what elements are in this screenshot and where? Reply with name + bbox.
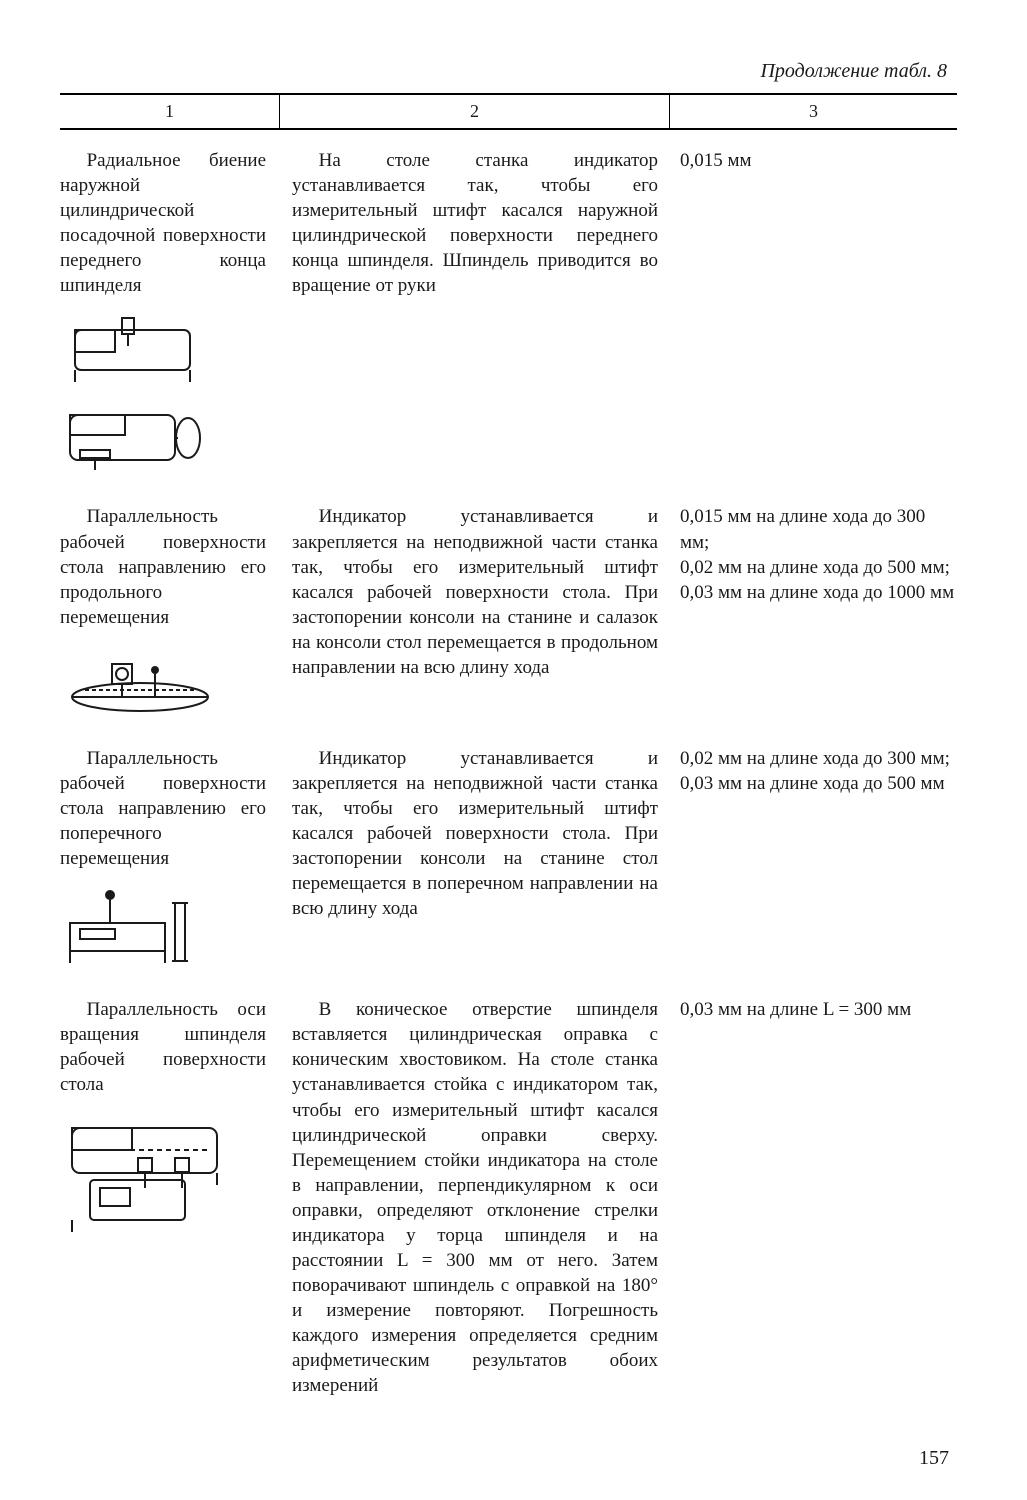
- table-row: Параллельность оси вращения шпинделя раб…: [60, 997, 957, 1398]
- diagram-icon: [60, 390, 210, 480]
- cell-col2: Индикатор устанавливается и закрепляется…: [280, 746, 670, 922]
- cell-col2: В коническое отверстие шпинделя вставляе…: [280, 997, 670, 1398]
- table-header-2: 2: [280, 95, 670, 128]
- cell-col3: 0,015 мм на длине хода до 300 мм;0,02 мм…: [670, 504, 957, 604]
- table-row: Параллельность рабочей поверхности стола…: [60, 746, 957, 973]
- diagram-icon: [60, 883, 210, 973]
- diagram-longitudinal-parallel: [60, 642, 266, 722]
- page-number: 157: [919, 1447, 949, 1470]
- cell-col2: На столе станка индикатор устанавливаетс…: [280, 148, 670, 298]
- col1-text: Параллельность рабочей поверхности стола…: [60, 746, 266, 871]
- cell-col3: 0,02 мм на длине хода до 300 мм;0,03 мм …: [670, 746, 957, 796]
- cell-col1: Радиальное биение наружной цилиндрическо…: [60, 148, 280, 480]
- table-header-3: 3: [670, 95, 957, 128]
- diagram-icon: [60, 1110, 230, 1240]
- diagram-transverse-parallel: [60, 883, 266, 973]
- diagram-icon: [60, 642, 220, 722]
- diagram-spindle-axis-parallel: [60, 1110, 266, 1240]
- col1-text: Параллельность оси вращения шпинделя раб…: [60, 997, 266, 1097]
- diagram-icon: [60, 310, 210, 390]
- cell-col1: Параллельность рабочей поверхности стола…: [60, 746, 280, 973]
- cell-col1: Параллельность рабочей поверхности стола…: [60, 504, 280, 721]
- col1-text: Радиальное биение наружной цилиндрическо…: [60, 148, 266, 298]
- cell-col1: Параллельность оси вращения шпинделя раб…: [60, 997, 280, 1239]
- table-header-1: 1: [60, 95, 280, 128]
- table-row: Радиальное биение наружной цилиндрическо…: [60, 148, 957, 480]
- cell-col3: 0,015 мм: [670, 148, 957, 173]
- table-row: Параллельность рабочей поверхности стола…: [60, 504, 957, 721]
- table-body: Радиальное биение наружной цилиндрическо…: [60, 148, 957, 1399]
- table-continuation-label: Продолжение табл. 8: [60, 60, 957, 83]
- cell-col3: 0,03 мм на длине L = 300 мм: [670, 997, 957, 1022]
- col1-text: Параллельность рабочей поверхности стола…: [60, 504, 266, 629]
- cell-col2: Индикатор устанавливается и закрепляется…: [280, 504, 670, 680]
- diagram-spindle-runout: [60, 310, 266, 480]
- table-header-row: 1 2 3: [60, 93, 957, 130]
